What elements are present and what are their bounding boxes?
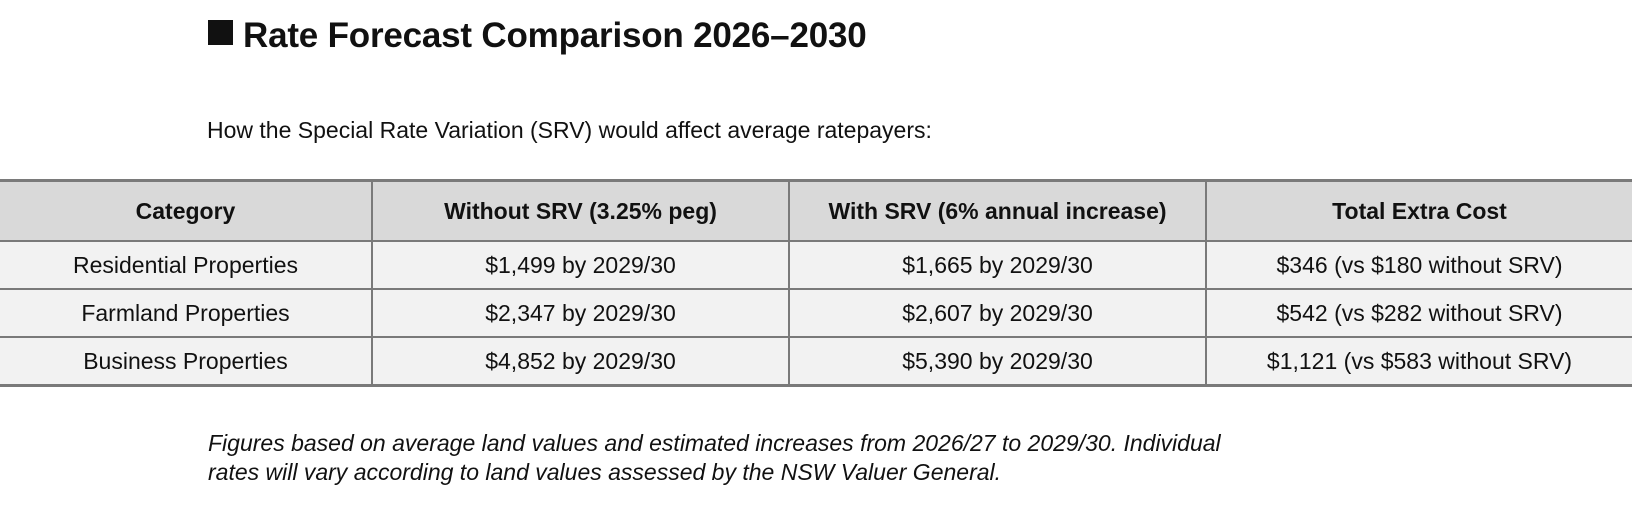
column-header-total-extra-cost: Total Extra Cost: [1205, 179, 1632, 242]
intro-text: How the Special Rate Variation (SRV) wou…: [207, 117, 932, 143]
footnote-line: rates will vary according to land values…: [208, 459, 1002, 485]
footnote-line: Figures based on average land values and…: [208, 430, 1221, 456]
extra-cost-cell: $1,121 (vs $583 without SRV): [1205, 336, 1632, 387]
page-heading: Rate Forecast Comparison 2026–2030: [208, 16, 867, 56]
without-srv-cell: $2,347 by 2029/30: [371, 288, 790, 338]
category-cell: Farmland Properties: [0, 288, 373, 338]
category-cell: Business Properties: [0, 336, 373, 387]
extra-cost-cell: $346 (vs $180 without SRV): [1205, 240, 1632, 290]
table-header-row: Category Without SRV (3.25% peg) With SR…: [0, 179, 1632, 242]
table-row: Farmland Properties $2,347 by 2029/30 $2…: [0, 288, 1632, 338]
column-header-without-srv: Without SRV (3.25% peg): [371, 179, 790, 242]
page-title: Rate Forecast Comparison 2026–2030: [243, 16, 867, 55]
column-header-with-srv: With SRV (6% annual increase): [788, 179, 1207, 242]
without-srv-cell: $4,852 by 2029/30: [371, 336, 790, 387]
with-srv-cell: $1,665 by 2029/30: [788, 240, 1207, 290]
without-srv-cell: $1,499 by 2029/30: [371, 240, 790, 290]
table-row: Residential Properties $1,499 by 2029/30…: [0, 240, 1632, 290]
category-cell: Residential Properties: [0, 240, 373, 290]
with-srv-cell: $2,607 by 2029/30: [788, 288, 1207, 338]
black-square-icon: [208, 20, 233, 45]
extra-cost-cell: $542 (vs $282 without SRV): [1205, 288, 1632, 338]
footnote: Figures based on average land values and…: [208, 429, 1458, 487]
rate-comparison-table: Category Without SRV (3.25% peg) With SR…: [0, 179, 1632, 387]
column-header-category: Category: [0, 179, 373, 242]
with-srv-cell: $5,390 by 2029/30: [788, 336, 1207, 387]
table-row: Business Properties $4,852 by 2029/30 $5…: [0, 336, 1632, 387]
